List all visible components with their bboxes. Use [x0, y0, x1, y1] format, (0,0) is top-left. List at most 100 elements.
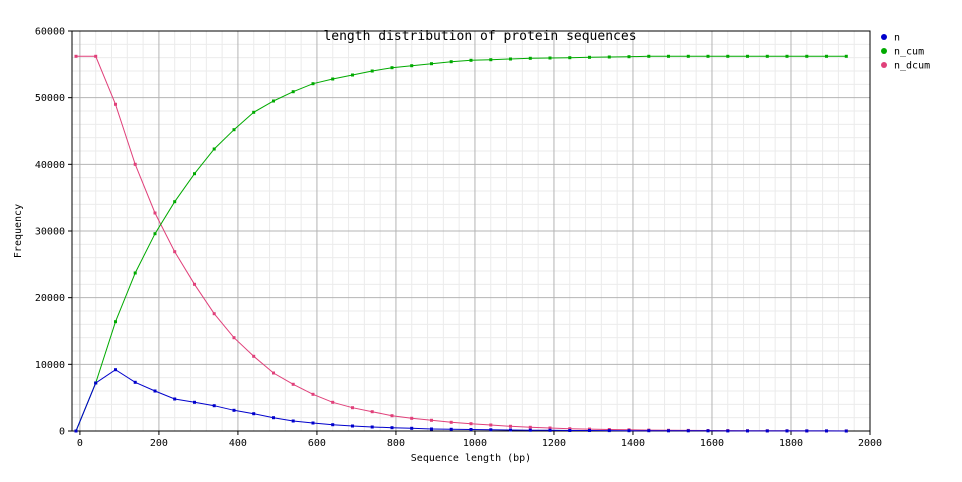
data-point: [667, 429, 670, 433]
y-tick-label: 60000: [35, 27, 65, 38]
y-tick-label: 50000: [35, 93, 65, 104]
x-tick-label: 1200: [542, 438, 566, 449]
data-point: [568, 427, 572, 431]
x-tick-label: 1000: [463, 438, 487, 449]
data-point: [193, 172, 196, 176]
y-axis-ticks: 0 10000 20000 30000 40000 50000 60000: [35, 27, 72, 438]
y-tick-label: 20000: [35, 293, 65, 304]
data-point: [489, 428, 493, 432]
data-point: [291, 90, 295, 94]
data-point: [94, 54, 98, 58]
data-point: [331, 423, 335, 427]
data-point: [390, 426, 394, 430]
data-point: [173, 200, 177, 204]
y-tick-label: 0: [59, 427, 65, 438]
data-point: [568, 56, 572, 60]
data-point: [212, 404, 216, 408]
data-point: [193, 282, 196, 286]
data-point: [430, 62, 433, 66]
data-point: [410, 426, 414, 430]
data-point: [212, 312, 216, 316]
data-point: [311, 82, 315, 86]
data-point: [726, 54, 730, 58]
data-point: [785, 429, 789, 433]
data-point: [410, 416, 414, 420]
data-point: [706, 429, 710, 433]
data-point: [390, 414, 394, 418]
data-point: [133, 380, 137, 384]
series-n: [74, 368, 848, 433]
data-point: [370, 69, 374, 73]
data-point: [351, 406, 354, 410]
data-point: [232, 336, 236, 340]
data-point: [765, 54, 769, 58]
data-point: [153, 232, 157, 236]
series-line: [75, 369, 847, 432]
x-axis-label: Sequence length (bp): [411, 453, 531, 464]
x-tick-label: 2000: [858, 438, 882, 449]
data-point: [449, 420, 453, 424]
series-layer: [74, 54, 848, 433]
data-point: [568, 429, 572, 432]
y-tick-label: 10000: [35, 360, 65, 371]
data-point: [94, 381, 98, 385]
data-point: [311, 421, 315, 425]
data-point: [390, 66, 394, 70]
data-point: [489, 58, 493, 62]
data-point: [509, 424, 512, 428]
data-point: [252, 110, 256, 114]
data-point: [647, 54, 651, 58]
data-point: [746, 429, 749, 433]
legend-entry: n_dcum: [894, 61, 930, 72]
data-point: [133, 271, 137, 275]
data-point: [351, 73, 354, 77]
data-point: [588, 55, 591, 59]
x-tick-label: 800: [387, 438, 405, 449]
data-point: [686, 54, 690, 58]
data-point: [805, 429, 809, 433]
data-point: [509, 428, 512, 432]
data-point: [647, 429, 651, 433]
data-point: [133, 162, 137, 166]
data-point: [311, 392, 315, 396]
x-tick-label: 600: [308, 438, 326, 449]
data-point: [272, 416, 275, 420]
data-point: [746, 54, 749, 58]
data-point: [627, 55, 631, 59]
data-point: [291, 382, 295, 386]
data-point: [331, 77, 335, 81]
data-point: [825, 429, 828, 433]
data-point: [173, 397, 177, 401]
data-point: [232, 408, 236, 412]
data-point: [469, 422, 473, 426]
data-point: [726, 429, 730, 433]
legend-entry: n: [894, 33, 900, 44]
data-point: [173, 250, 177, 254]
data-point: [469, 428, 473, 431]
data-point: [351, 424, 354, 428]
series-n-cum: [74, 54, 848, 433]
data-point: [588, 429, 591, 432]
data-point: [607, 55, 611, 59]
legend-marker: [881, 62, 887, 68]
data-point: [825, 54, 828, 58]
x-axis-ticks: 0 200 400 600 800 1000 1200 1400 1600 1800 2000: [77, 431, 882, 449]
chart-title: length distribution of protein sequences: [323, 29, 636, 44]
data-point: [785, 54, 789, 58]
data-point: [114, 320, 117, 324]
data-point: [627, 429, 631, 433]
data-point: [844, 54, 848, 58]
data-point: [805, 54, 809, 58]
data-point: [489, 423, 493, 427]
data-point: [114, 368, 117, 372]
x-tick-label: 400: [229, 438, 247, 449]
data-point: [528, 56, 532, 60]
data-point: [232, 128, 236, 132]
data-point: [706, 54, 710, 58]
data-point: [548, 426, 552, 430]
legend-marker: [881, 48, 887, 54]
y-axis-label: Frequency: [13, 204, 24, 258]
data-point: [370, 410, 374, 414]
data-point: [686, 429, 690, 433]
